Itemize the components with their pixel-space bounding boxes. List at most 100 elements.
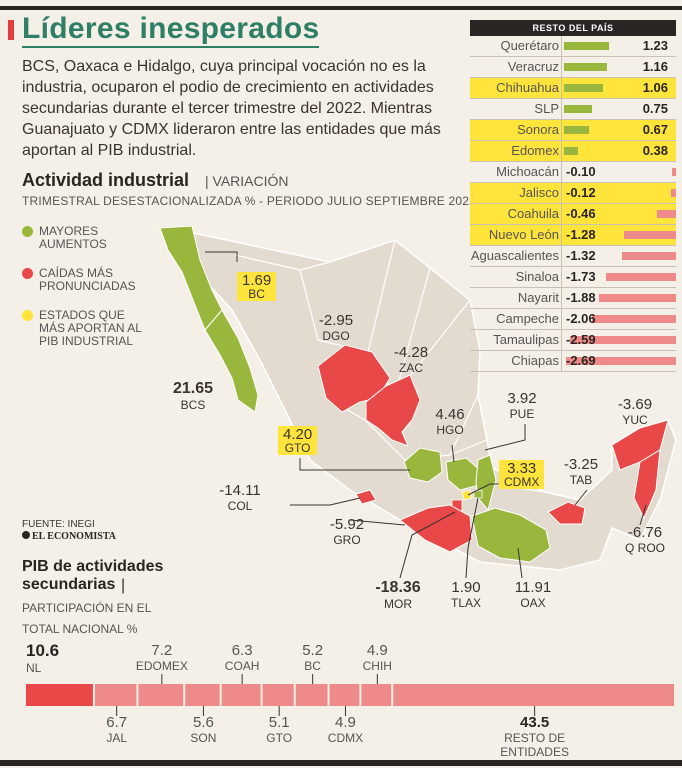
col-name: COL <box>227 499 253 513</box>
map-label-tlax: 1.90 TLAX <box>444 579 488 610</box>
row-divider <box>561 330 562 350</box>
map-label-hgo: 4.46 HGO <box>428 406 472 437</box>
table-row: SLP 0.75 <box>470 99 676 120</box>
row-value: 1.06 <box>642 80 668 95</box>
tlax-value: 1.90 <box>451 579 481 596</box>
gro-name: GRO <box>333 533 361 547</box>
table-row: Chihuahua 1.06 <box>470 78 676 99</box>
section-variation-label: VARIACIÓN <box>212 173 289 189</box>
map-qroo <box>633 449 661 520</box>
pib-segment <box>361 684 392 706</box>
row-label: Michoacán <box>496 164 559 179</box>
row-value: 1.16 <box>642 59 668 74</box>
row-label: Chihuahua <box>496 80 559 95</box>
map-label-col: -14.11 COL <box>210 482 270 513</box>
table-header: RESTO DEL PAÍS <box>470 20 676 36</box>
map-label-qroo: -6.76 Q ROO <box>616 524 674 555</box>
table-row: Edomex 0.38 <box>470 141 676 162</box>
pib-segment <box>94 684 137 706</box>
row-divider <box>561 309 562 329</box>
pib-category: EDOMEX <box>135 659 188 673</box>
map-zac <box>365 374 421 447</box>
pib-segment <box>138 684 184 706</box>
gto-value: 4.20 <box>283 426 313 443</box>
hgo-value: 4.46 <box>435 406 465 423</box>
row-label: Tamaulipas <box>493 332 559 347</box>
qroo-name: Q ROO <box>624 541 665 555</box>
row-bar <box>564 126 589 134</box>
page-title: Líderes inesperados <box>22 12 320 48</box>
resto-del-pais-table: RESTO DEL PAÍS Querétaro 1.23 Veracruz 1.16… <box>470 20 676 372</box>
pib-label: 4.9 CHIH <box>317 642 437 673</box>
row-value: -1.73 <box>566 269 596 284</box>
pib-category: SON <box>190 731 217 745</box>
legend-label: MAYORES AUMENTOS <box>39 224 107 251</box>
map-tab <box>547 501 586 525</box>
source-label: FUENTE: INEGI <box>22 519 95 530</box>
pib-value: 4.9 <box>335 714 356 731</box>
pib-label: 5.1 GTO <box>219 714 339 745</box>
table-rows: Querétaro 1.23 Veracruz 1.16 Chihuahua 1.06 SL… <box>470 36 676 372</box>
publisher-logo: EL ECONOMISTA <box>22 531 116 542</box>
row-bar <box>592 315 676 323</box>
section-variation: | VARIACIÓN <box>205 173 289 189</box>
dgo-name: DGO <box>322 329 350 343</box>
row-divider <box>561 204 562 224</box>
table-row: Campeche -2.06 <box>470 309 676 330</box>
legend-swatch-red <box>22 268 33 279</box>
row-value: -1.28 <box>566 227 596 242</box>
table-row: Nuevo León -1.28 <box>470 225 676 246</box>
row-bar <box>622 252 676 260</box>
map-bcs <box>204 309 259 413</box>
pib-value: 10.6 <box>26 641 60 660</box>
pib-label: 6.3 COAH <box>182 642 302 673</box>
pib-label: 4.9 CDMX <box>285 714 405 745</box>
table-row: Querétaro 1.23 <box>470 36 676 57</box>
section-subtitle: TRIMESTRAL DESESTACIONALIZADA % - PERIOD… <box>22 194 477 208</box>
yuc-name: YUC <box>622 413 648 427</box>
table-row: Tamaulipas -2.59 <box>470 330 676 351</box>
pib-label: 10.6 NL <box>26 641 59 675</box>
leader-mor <box>399 511 456 579</box>
row-divider <box>561 162 562 182</box>
pib-segment <box>221 684 261 706</box>
table-row: Coahuila -0.46 <box>470 204 676 225</box>
table-row: Aguascalientes -1.32 <box>470 246 676 267</box>
bottom-rule <box>0 760 682 766</box>
table-row: Chiapas -2.69 <box>470 351 676 372</box>
map-label-yuc: -3.69 YUC <box>610 396 660 427</box>
pib-title: PIB de actividades secundarias <box>22 558 182 594</box>
pib-value: 5.2 <box>302 642 324 659</box>
pib-category: COAH <box>224 659 260 673</box>
oax-value: 11.91 <box>514 579 552 596</box>
row-divider <box>561 57 562 77</box>
zac-name: ZAC <box>399 361 423 375</box>
hgo-name: HGO <box>436 423 464 437</box>
map-gro <box>399 504 473 553</box>
row-value: -0.12 <box>566 185 596 200</box>
pib-label: 43.5 RESTO DE ENTIDADES <box>475 714 595 759</box>
row-bar <box>564 147 579 155</box>
top-rule <box>0 6 682 10</box>
bc-name: BC <box>248 287 265 301</box>
leader-bc <box>205 251 238 262</box>
row-divider <box>561 141 562 161</box>
map-oax <box>471 507 551 563</box>
map-label-bcs: 21.65 BCS <box>166 380 220 412</box>
leader-tlax <box>465 497 479 579</box>
map-label-dgo: -2.95 DGO <box>313 312 359 343</box>
row-label: Sonora <box>517 122 559 137</box>
leader-hgo <box>451 444 455 463</box>
map-label-tab: -3.25 TAB <box>556 456 606 487</box>
pib-value: 5.1 <box>268 714 290 731</box>
map-gto <box>403 447 443 483</box>
tlax-name: TLAX <box>450 596 481 610</box>
pib-category: CDMX <box>327 731 364 745</box>
cdmx-name: CDMX <box>504 475 540 489</box>
row-label: Nuevo León <box>488 227 559 242</box>
map-label-pue: 3.92 PUE <box>500 390 544 421</box>
pib-value: 6.3 <box>231 642 253 659</box>
table-row: Sonora 0.67 <box>470 120 676 141</box>
bcs-value: 21.65 <box>172 380 214 397</box>
